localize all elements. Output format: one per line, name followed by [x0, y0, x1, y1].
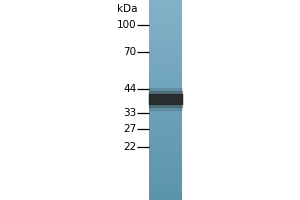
Text: kDa: kDa [118, 4, 138, 14]
Text: 22: 22 [123, 142, 136, 152]
Text: 33: 33 [123, 108, 136, 118]
Text: 27: 27 [123, 124, 136, 134]
Text: 44: 44 [123, 84, 136, 94]
Bar [148, 88, 182, 110]
Text: 100: 100 [117, 20, 136, 30]
Bar [148, 91, 182, 107]
Text: 70: 70 [123, 47, 136, 57]
Bar [148, 94, 182, 104]
